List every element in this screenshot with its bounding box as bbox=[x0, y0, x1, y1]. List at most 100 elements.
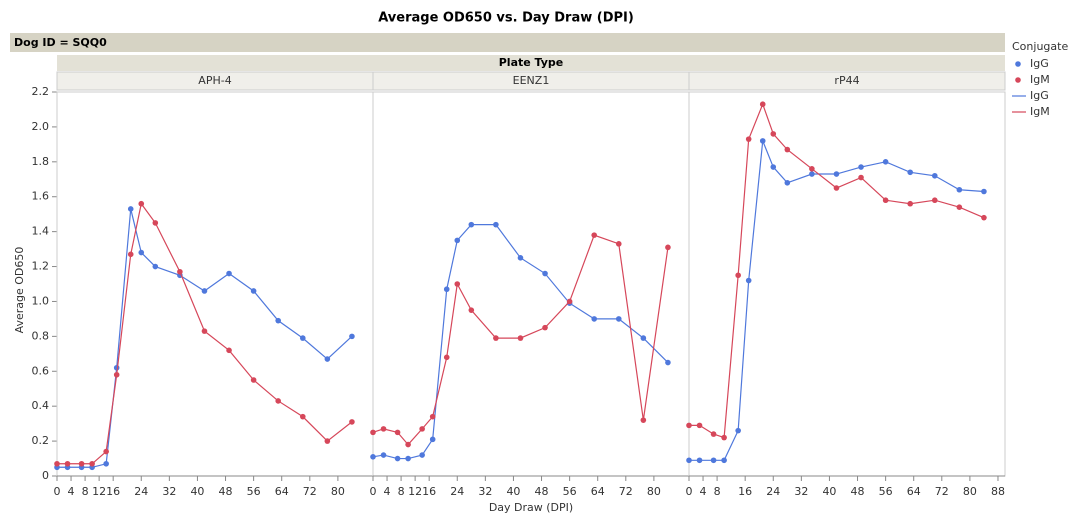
data-point bbox=[324, 356, 331, 362]
data-point bbox=[250, 377, 257, 383]
data-point bbox=[665, 359, 671, 366]
data-point bbox=[324, 438, 331, 444]
data-point bbox=[419, 452, 425, 458]
data-point bbox=[152, 263, 159, 270]
y-tick-label: 0.4 bbox=[32, 399, 50, 412]
data-point bbox=[226, 270, 232, 277]
data-point bbox=[686, 422, 692, 429]
x-tick-label: 4 bbox=[68, 485, 75, 498]
data-point bbox=[468, 307, 475, 313]
data-point bbox=[721, 434, 727, 441]
data-point bbox=[542, 270, 548, 277]
data-point bbox=[299, 335, 306, 341]
panel-title: rP44 bbox=[834, 74, 859, 87]
data-point bbox=[721, 457, 727, 464]
x-tick-label: 12 bbox=[92, 485, 106, 498]
x-axis-label: Day Draw (DPI) bbox=[489, 501, 573, 514]
data-point bbox=[127, 206, 134, 212]
data-point bbox=[907, 169, 913, 176]
data-point bbox=[113, 371, 120, 378]
data-point bbox=[542, 324, 548, 331]
data-point bbox=[299, 413, 306, 420]
data-point bbox=[177, 268, 183, 275]
data-point bbox=[394, 429, 401, 436]
data-point bbox=[735, 272, 741, 279]
x-tick-label: 48 bbox=[219, 485, 233, 498]
data-point bbox=[349, 333, 355, 340]
panel-title: APH-4 bbox=[198, 74, 231, 87]
data-point bbox=[770, 164, 777, 170]
data-point bbox=[907, 200, 913, 207]
y-tick-label: 0 bbox=[42, 469, 49, 482]
data-point bbox=[517, 335, 524, 341]
data-point bbox=[394, 455, 401, 462]
data-point bbox=[89, 460, 95, 467]
x-tick-label: 64 bbox=[591, 485, 605, 498]
legend-label: IgG bbox=[1030, 57, 1049, 70]
x-tick-label: 48 bbox=[535, 485, 549, 498]
facet-title: Plate Type bbox=[499, 56, 564, 69]
data-point bbox=[665, 244, 671, 251]
data-point bbox=[710, 431, 717, 437]
x-tick-label: 40 bbox=[822, 485, 836, 498]
x-tick-label: 0 bbox=[370, 485, 377, 498]
data-point bbox=[882, 197, 889, 204]
legend-marker bbox=[1015, 61, 1021, 67]
data-point bbox=[127, 251, 134, 258]
data-point bbox=[759, 101, 766, 108]
data-point bbox=[833, 171, 840, 177]
data-point bbox=[468, 221, 475, 228]
facet-bar bbox=[57, 55, 1005, 71]
data-point bbox=[370, 454, 376, 460]
data-point bbox=[201, 288, 208, 294]
x-tick-label: 80 bbox=[647, 485, 661, 498]
x-tick-label: 12 bbox=[408, 485, 422, 498]
x-tick-label: 40 bbox=[506, 485, 520, 498]
x-tick-label: 72 bbox=[303, 485, 317, 498]
panel-header bbox=[688, 71, 1006, 91]
data-point bbox=[454, 237, 461, 244]
data-point bbox=[443, 354, 450, 361]
data-point bbox=[858, 174, 864, 181]
data-point bbox=[745, 136, 752, 142]
x-tick-label: 32 bbox=[794, 485, 808, 498]
y-axis-label: Average OD650 bbox=[13, 247, 26, 334]
data-point bbox=[349, 419, 355, 425]
x-tick-label: 24 bbox=[450, 485, 464, 498]
data-point bbox=[419, 426, 425, 432]
data-point bbox=[566, 298, 573, 305]
y-tick-label: 0.8 bbox=[32, 329, 50, 342]
data-point bbox=[275, 398, 282, 404]
x-tick-label: 32 bbox=[478, 485, 492, 498]
data-point bbox=[640, 417, 647, 423]
x-tick-label: 72 bbox=[619, 485, 633, 498]
data-point bbox=[956, 204, 963, 210]
y-tick-label: 0.6 bbox=[32, 364, 50, 377]
x-tick-label: 8 bbox=[398, 485, 405, 498]
data-point bbox=[882, 159, 889, 165]
y-tick-label: 1.4 bbox=[32, 225, 50, 238]
series-line bbox=[57, 208, 353, 468]
series-line bbox=[689, 102, 985, 439]
x-tick-label: 56 bbox=[879, 485, 893, 498]
x-tick-label: 4 bbox=[384, 485, 391, 498]
data-point bbox=[405, 455, 411, 462]
data-point bbox=[710, 457, 717, 464]
data-point bbox=[443, 286, 450, 293]
x-tick-label: 88 bbox=[991, 485, 1005, 498]
data-point bbox=[745, 277, 752, 284]
data-point bbox=[405, 441, 411, 448]
data-point bbox=[615, 316, 622, 322]
data-point bbox=[833, 185, 840, 191]
legend-label: IgM bbox=[1030, 105, 1050, 118]
x-tick-label: 8 bbox=[82, 485, 89, 498]
x-tick-label: 0 bbox=[686, 485, 693, 498]
x-tick-label: 80 bbox=[331, 485, 345, 498]
data-point bbox=[54, 460, 60, 467]
data-point bbox=[138, 249, 145, 256]
x-tick-label: 16 bbox=[106, 485, 120, 498]
y-tick-label: 1.8 bbox=[32, 155, 50, 168]
legend-label: IgG bbox=[1030, 89, 1049, 102]
y-tick-label: 2.0 bbox=[32, 120, 50, 133]
data-point bbox=[591, 232, 597, 238]
